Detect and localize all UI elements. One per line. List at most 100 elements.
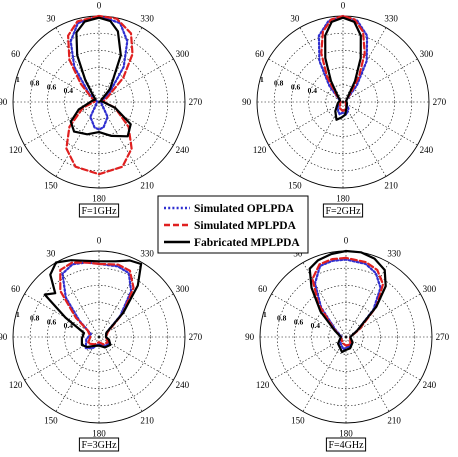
angle-tick-label: 300 — [176, 284, 190, 294]
angle-tick-label: 300 — [423, 284, 437, 294]
grid-spoke — [98, 101, 174, 146]
legend-item-mpl-fab: Fabricated MPLPDA — [164, 237, 300, 249]
series-line-mpl_fab — [324, 16, 362, 121]
angle-tick-label: 30 — [46, 249, 56, 259]
grid-circle — [328, 319, 364, 355]
radial-tick-label: 0.4 — [308, 86, 318, 95]
angle-tick-label: 210 — [387, 415, 401, 425]
series-line-mpl_fab — [69, 16, 132, 138]
angle-tick-label: 150 — [291, 415, 305, 425]
grid-circle — [276, 267, 416, 407]
radial-tick-label: 0.6 — [291, 82, 301, 91]
grid-circle — [64, 67, 134, 137]
radial-tick-label: 0.8 — [30, 314, 40, 323]
angle-tick-label: 0 — [97, 236, 102, 246]
grid-circle — [47, 50, 151, 154]
angle-tick-label: 270 — [189, 97, 203, 107]
angle-tick-label: 240 — [176, 145, 190, 155]
angle-tick-label: 0 — [97, 1, 102, 11]
angle-tick-label: 90 — [0, 97, 8, 107]
radial-tick-label: 0.6 — [47, 82, 57, 91]
series-line-mpl_fab — [308, 249, 387, 354]
grid-spoke — [302, 262, 347, 338]
radial-tick-label: 0.6 — [294, 317, 304, 326]
grid-circle — [325, 84, 361, 120]
angle-tick-label: 180 — [339, 428, 353, 438]
angle-tick-label: 180 — [92, 193, 106, 203]
grid-circle — [294, 285, 398, 389]
legend-label-opl: Simulated OPLPDA — [194, 203, 295, 215]
angle-tick-label: 240 — [420, 145, 434, 155]
grid-spoke — [24, 336, 100, 381]
grid-spoke — [24, 101, 100, 146]
angle-tick-label: 330 — [140, 249, 154, 259]
grid-spoke — [268, 101, 344, 146]
angle-tick-label: 90 — [0, 332, 8, 342]
grid-circle — [64, 302, 134, 372]
grid-spoke — [24, 58, 100, 103]
grid-spoke — [55, 27, 100, 103]
angle-tick-label: 150 — [288, 180, 302, 190]
grid-spoke — [342, 101, 418, 146]
polar-chart-4: 0 30 60 90 120 150 180 210 240 270 300 330 1 0.8 0.6 0.… — [245, 236, 450, 452]
radial-tick-label: 1 — [260, 75, 264, 84]
chart-caption: F=1GHz — [81, 206, 117, 217]
angle-tick-label: 210 — [140, 180, 154, 190]
caption-box — [325, 437, 367, 452]
angle-tick-label: 90 — [245, 332, 255, 342]
grid-spoke — [98, 27, 143, 103]
angle-tick-label: 0 — [344, 236, 349, 246]
angle-tick-label: 180 — [336, 193, 350, 203]
legend-label-mpl-sim: Simulated MPLPDA — [194, 220, 297, 232]
grid-circle — [29, 267, 169, 407]
radial-tick-label: 1 — [263, 310, 267, 319]
chart-caption: F=4GHz — [328, 440, 364, 451]
angle-tick-label: 120 — [9, 380, 23, 390]
grid-spoke — [345, 336, 390, 412]
grid-spoke — [268, 58, 344, 103]
angle-tick-label: 330 — [384, 14, 398, 24]
grid-spoke — [271, 336, 347, 381]
angle-tick-label: 60 — [255, 49, 265, 59]
series-line-opl — [317, 14, 369, 116]
radial-tick-label: 0.8 — [277, 314, 287, 323]
angle-tick-label: 270 — [189, 332, 203, 342]
chart-caption: F=2GHz — [325, 206, 361, 217]
grid-spoke — [98, 293, 174, 338]
grid-spoke — [55, 336, 100, 412]
angle-tick-label: 60 — [258, 284, 268, 294]
grid-spoke — [98, 336, 174, 381]
polar-chart-1: 0 30 60 90 120 150 180 210 240 270 300 330 1 0.8 0.6 0.… — [0, 1, 203, 218]
legend-item-opl: Simulated OPLPDA — [164, 203, 295, 215]
radial-tick-label: 0.4 — [311, 321, 321, 330]
caption-box — [78, 203, 120, 218]
angle-tick-label: 330 — [140, 14, 154, 24]
angle-tick-label: 120 — [256, 380, 270, 390]
radial-tick-label: 0.6 — [47, 317, 57, 326]
radial-tick-label: 0.4 — [64, 321, 74, 330]
radial-tick-label: 0.8 — [274, 79, 284, 88]
angle-tick-label: 0 — [341, 1, 346, 11]
grid-circle — [47, 285, 151, 389]
grid-circle — [308, 67, 378, 137]
angle-tick-label: 330 — [387, 249, 401, 259]
radial-tick-label: 0.4 — [64, 86, 74, 95]
angle-tick-label: 150 — [44, 180, 58, 190]
grid-spoke — [98, 336, 143, 412]
grid-spoke — [345, 336, 421, 381]
radial-tick-label: 1 — [16, 310, 20, 319]
angle-tick-label: 210 — [140, 415, 154, 425]
radial-tick-label: 0.8 — [30, 79, 40, 88]
angle-tick-label: 270 — [433, 97, 447, 107]
grid-spoke — [342, 58, 418, 103]
series-line-mpl_sim — [65, 14, 134, 176]
grid-circle — [81, 84, 117, 120]
grid-spoke — [302, 336, 347, 412]
series-line-mpl_fab — [43, 259, 143, 349]
grid-circle — [291, 50, 395, 154]
series-line-opl — [313, 258, 382, 351]
angle-tick-label: 150 — [44, 415, 58, 425]
angle-tick-label: 30 — [46, 14, 56, 24]
grid-circle — [311, 302, 381, 372]
series-line-mpl_sim — [320, 14, 366, 112]
